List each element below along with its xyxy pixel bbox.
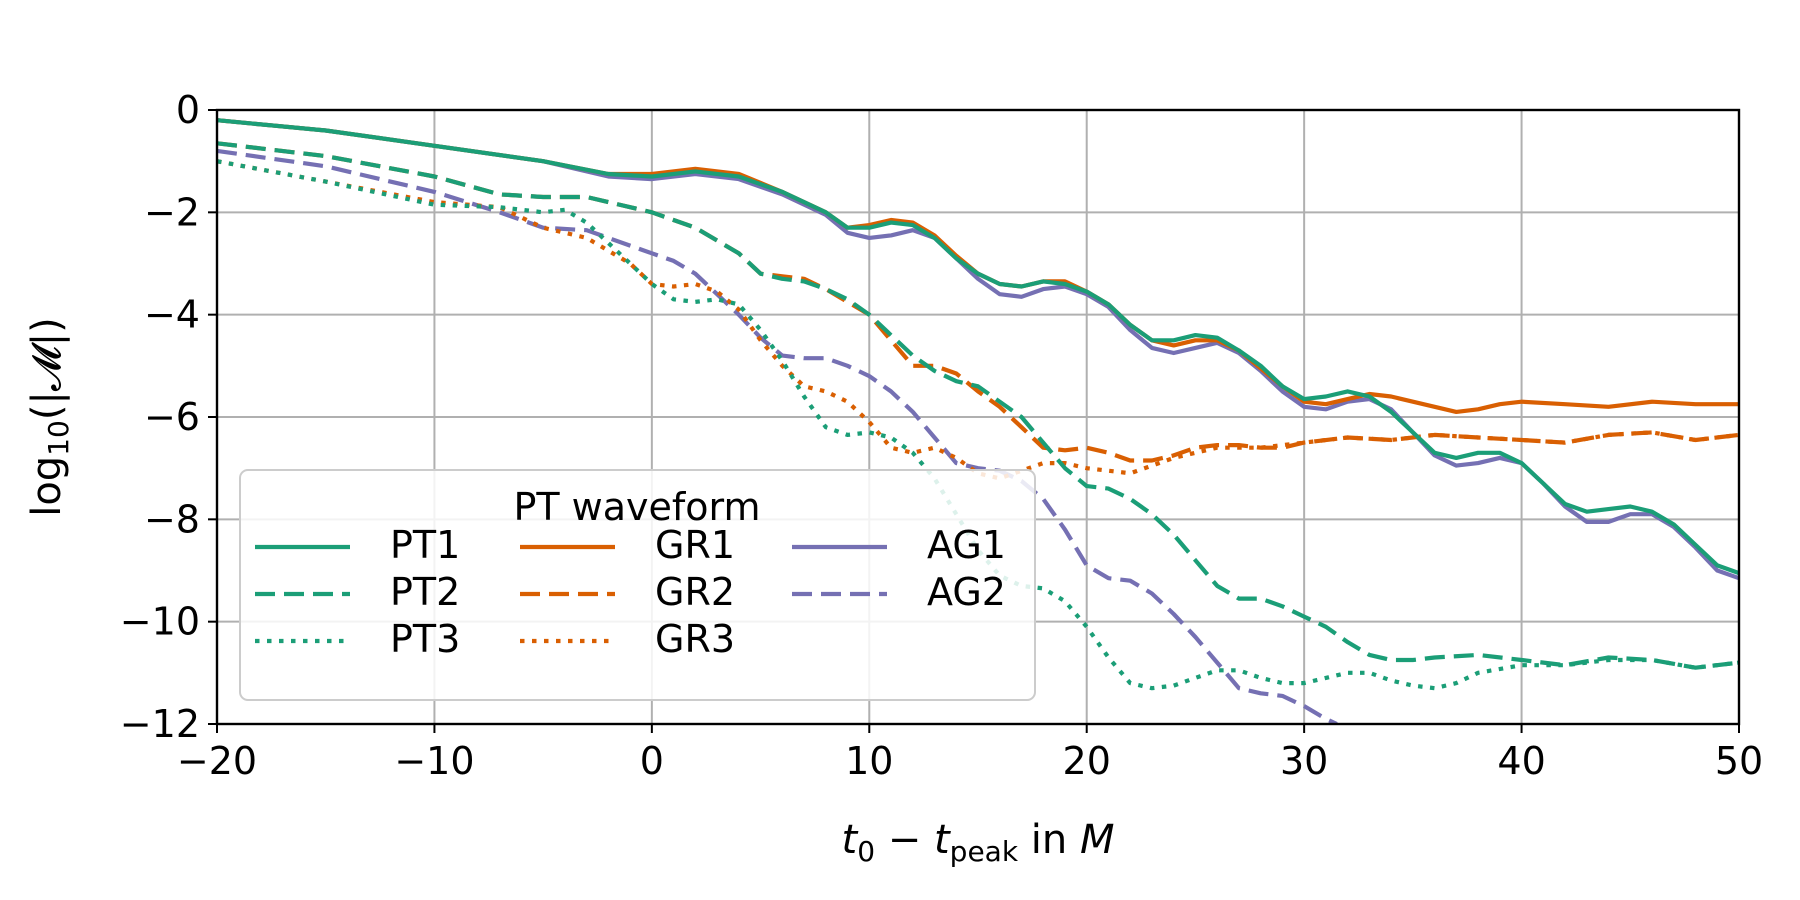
legend-label-gr1: GR1 bbox=[655, 523, 735, 567]
y-tick-label: 0 bbox=[176, 88, 200, 132]
legend-label-ag1: AG1 bbox=[927, 523, 1006, 567]
series-line-ag2 bbox=[217, 148, 1338, 724]
ticks: −20 −10 0 10 20 30 40 50 0 −2 −4 −6 −8 −10 −12 bbox=[120, 88, 1763, 783]
series-line-pt3 bbox=[217, 159, 1739, 691]
x-tick-label: −10 bbox=[394, 739, 474, 783]
y-tick-label: −12 bbox=[120, 702, 200, 746]
y-axis-label: log10(|𝓜|) bbox=[24, 317, 75, 517]
series-line-pt2 bbox=[217, 141, 1739, 670]
legend-box bbox=[239, 469, 1036, 701]
series-line-gr3 bbox=[217, 159, 1739, 481]
y-tick-label: −4 bbox=[144, 293, 200, 337]
series-line-pt1 bbox=[217, 118, 1739, 576]
legend-title: PT waveform bbox=[513, 485, 760, 529]
x-tick-label: 30 bbox=[1280, 739, 1328, 783]
y-tick-label: −2 bbox=[144, 190, 200, 234]
x-tick-label: −20 bbox=[177, 739, 257, 783]
legend-label-ag2: AG2 bbox=[927, 570, 1006, 614]
y-tick-label: −8 bbox=[144, 497, 200, 541]
x-axis-label: t0 − tpeak in M bbox=[842, 817, 1115, 868]
x-tick-label: 0 bbox=[640, 739, 664, 783]
x-tick-label: 50 bbox=[1715, 739, 1763, 783]
legend-label-pt3: PT3 bbox=[390, 617, 460, 661]
legend-label-pt2: PT2 bbox=[390, 570, 460, 614]
x-tick-label: 40 bbox=[1497, 739, 1545, 783]
legend-label-gr2: GR2 bbox=[655, 570, 735, 614]
y-tick-label: −6 bbox=[144, 395, 200, 439]
legend-label-gr3: GR3 bbox=[655, 617, 735, 661]
series-layer bbox=[217, 118, 1739, 724]
legend-label-pt1: PT1 bbox=[390, 523, 460, 567]
x-tick-label: 20 bbox=[1063, 739, 1111, 783]
y-tick-label: −10 bbox=[120, 600, 200, 644]
x-tick-label: 10 bbox=[845, 739, 893, 783]
